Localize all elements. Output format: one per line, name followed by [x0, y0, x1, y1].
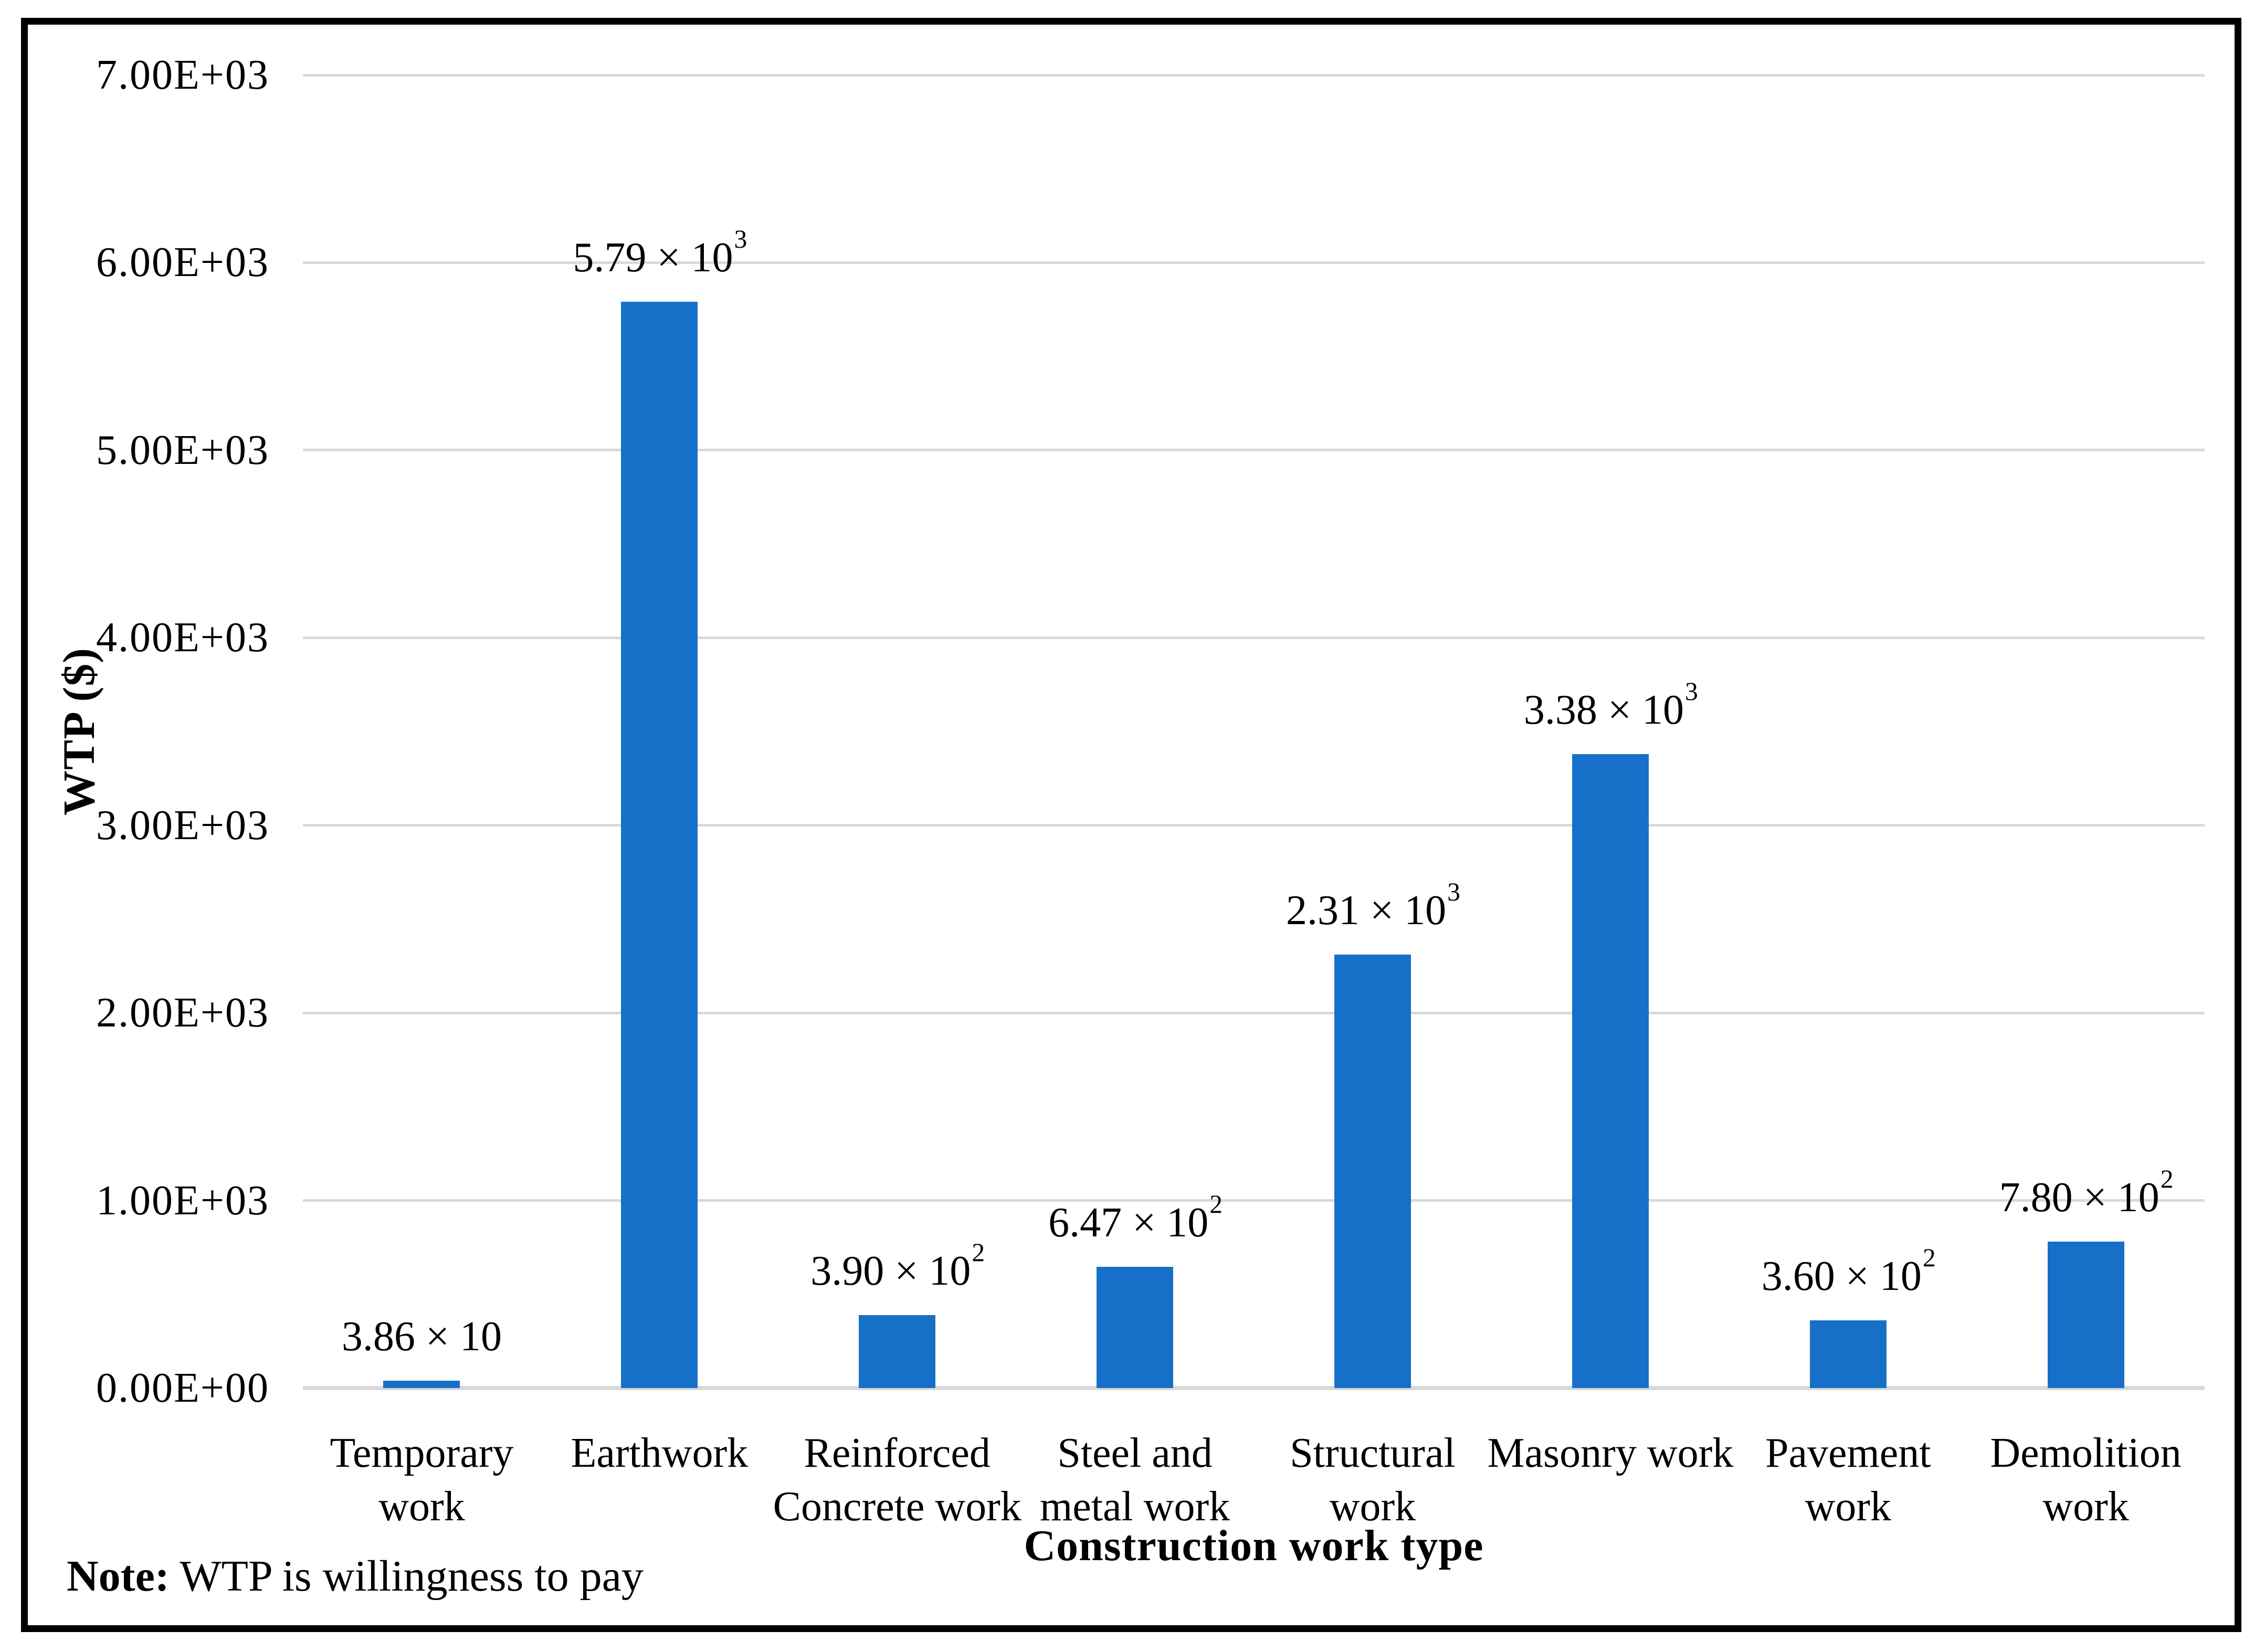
x-axis-line	[303, 1386, 2205, 1390]
value-label-demolition-work: 7.80 × 102	[1999, 1164, 2174, 1221]
y-tick-label: 6.00E+03	[96, 239, 269, 286]
x-category-label-line: Temporary	[330, 1430, 514, 1476]
footnote-label: Note:	[67, 1552, 170, 1601]
value-label-earthwork: 5.79 × 103	[573, 225, 747, 281]
x-category-label-line: Masonry work	[1487, 1430, 1734, 1476]
value-label-steel-and-metal-work: 6.47 × 102	[1048, 1189, 1223, 1246]
value-label-masonry-work: 3.38 × 103	[1523, 676, 1698, 733]
bar-demolition-work	[2047, 1242, 2124, 1388]
x-category-label-steel-and-metal-work: Steel and metal work	[1016, 1426, 1254, 1533]
x-category-label-line: Reinforced	[804, 1430, 991, 1476]
x-category-label-demolition-work: Demolition work	[1967, 1426, 2205, 1533]
bar-steel-and-metal-work	[1097, 1266, 1174, 1388]
value-label-pavement-work: 3.60 × 102	[1761, 1243, 1936, 1300]
bar-earthwork	[621, 302, 698, 1388]
y-tick-label: 7.00E+03	[96, 52, 269, 98]
y-tick-label: 5.00E+03	[96, 427, 269, 473]
footnote-text: WTP is willingness to pay	[169, 1552, 644, 1601]
x-category-label-line: Demolition	[1990, 1430, 2182, 1476]
x-category-label-line: Earthwork	[571, 1430, 749, 1476]
x-category-label-line: metal work	[1040, 1484, 1230, 1530]
x-axis-title: Construction work type	[1024, 1521, 1484, 1570]
y-tick-label: 2.00E+03	[96, 990, 269, 1036]
x-category-label-line: Pavement	[1765, 1430, 1931, 1476]
bar-pavement-work	[1809, 1320, 1887, 1388]
x-category-label-line: work	[2042, 1484, 2129, 1530]
gridline	[303, 449, 2205, 452]
value-label-reinforced-concrete-work: 3.90 × 102	[810, 1237, 985, 1294]
x-category-label-temporary-work: Temporary work	[303, 1426, 541, 1533]
value-label-temporary-work: 3.86 × 10	[341, 1314, 502, 1360]
value-label-structural-work: 2.31 × 103	[1286, 877, 1460, 934]
y-axis-title: WTP ($)	[54, 648, 104, 816]
gridline	[303, 1199, 2205, 1202]
y-tick-label: 3.00E+03	[96, 802, 269, 849]
x-category-label-line: Structural	[1290, 1430, 1456, 1476]
x-category-label-line: work	[1805, 1484, 1891, 1530]
x-category-label-earthwork: Earthwork	[541, 1426, 778, 1480]
bar-structural-work	[1334, 955, 1411, 1388]
bar-temporary-work	[383, 1381, 460, 1388]
bar-masonry-work	[1572, 754, 1649, 1388]
x-category-label-line: Concrete work	[773, 1484, 1021, 1530]
gridline	[303, 73, 2205, 77]
x-category-label-reinforced-concrete-work: Reinforced Concrete work	[773, 1426, 1021, 1533]
x-category-label-pavement-work: Pavement work	[1729, 1426, 1967, 1533]
gridline	[303, 1011, 2205, 1014]
y-tick-label: 1.00E+03	[96, 1177, 269, 1224]
x-category-label-masonry-work: Masonry work	[1487, 1426, 1733, 1480]
gridline	[303, 636, 2205, 639]
x-category-label-line: work	[378, 1484, 465, 1530]
gridline	[303, 261, 2205, 264]
gridline	[303, 824, 2205, 827]
x-category-label-line: work	[1329, 1484, 1416, 1530]
footnote: Note: WTP is willingness to pay	[67, 1551, 644, 1602]
x-category-label-line: Steel and	[1057, 1430, 1213, 1476]
y-tick-label: 4.00E+03	[96, 615, 269, 661]
x-category-label-structural-work: Structural work	[1254, 1426, 1492, 1533]
y-tick-label: 0.00E+00	[96, 1365, 269, 1411]
bar-reinforced-concrete-work	[859, 1315, 936, 1388]
